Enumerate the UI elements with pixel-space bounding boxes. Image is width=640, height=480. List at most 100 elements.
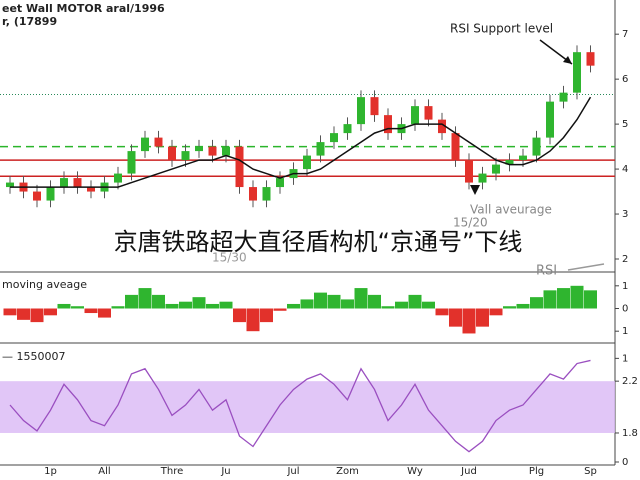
candle-body: [262, 187, 271, 201]
x-tick-label: All: [98, 466, 110, 477]
histogram-bar: [98, 308, 111, 318]
caption: 京唐铁路超大直径盾构机“京通号”下线: [114, 228, 523, 256]
chart-title: eet Wall MOTOR aral/1996: [2, 2, 165, 15]
histogram-bar: [327, 294, 341, 309]
histogram-bar: [368, 294, 381, 309]
histogram-bar: [530, 297, 543, 309]
candle-body: [586, 52, 595, 66]
candle-body: [235, 146, 244, 188]
rsi-band: [0, 381, 615, 433]
panel-title: — 1550007: [2, 350, 66, 363]
histogram-bar: [422, 301, 435, 309]
candle-body: [114, 173, 122, 183]
histogram-bar: [17, 308, 30, 320]
histogram-bar: [260, 308, 273, 323]
candle-body: [46, 187, 55, 201]
y-tick-label: 1: [622, 353, 628, 364]
candle-body: [370, 97, 379, 116]
x-tick-label: Jud: [460, 466, 477, 477]
y-tick-label: 7: [622, 29, 628, 40]
candle-body: [33, 191, 41, 201]
histogram-bar: [435, 308, 449, 316]
candle-body: [154, 137, 163, 147]
candle-body: [573, 52, 581, 93]
x-tick-label: Thre: [160, 466, 184, 477]
histogram-bar: [584, 290, 597, 309]
histogram-bar: [489, 308, 503, 316]
histogram-bar: [233, 308, 246, 323]
y-tick-label: 3: [622, 209, 628, 220]
x-tick-label: Jul: [286, 466, 299, 477]
histogram-bar: [354, 288, 368, 309]
annotation: Vall aveurage: [470, 203, 552, 217]
y-tick-label: 0: [622, 457, 628, 468]
annotation: 15/30: [212, 251, 247, 265]
y-tick-label: 6: [622, 74, 628, 85]
candle-body: [384, 115, 392, 134]
candle-body: [73, 178, 82, 188]
y-tick-label: 1.8: [622, 428, 638, 439]
candle-body: [168, 146, 176, 161]
histogram-bar: [503, 306, 516, 309]
candle-body: [519, 155, 527, 161]
x-tick-label: Sp: [584, 466, 597, 477]
histogram-bar: [179, 301, 192, 309]
y-tick-label: 2.2: [622, 376, 638, 387]
candle-body: [343, 124, 352, 134]
histogram-bar: [219, 301, 233, 309]
rsi-line: [9, 359, 591, 453]
histogram-bar: [449, 308, 462, 327]
histogram-bar: [287, 303, 300, 309]
marker: [470, 185, 480, 195]
histogram-bar: [341, 299, 354, 309]
x-tick-label: Wy: [407, 466, 423, 477]
histogram-bar: [125, 294, 138, 309]
histogram-bar: [570, 285, 584, 309]
candle-body: [478, 173, 487, 183]
candle-body: [181, 151, 190, 161]
histogram-bar: [246, 308, 260, 332]
y-tick-label: 1: [622, 281, 628, 292]
candle-body: [532, 137, 541, 156]
histogram-bar: [57, 303, 71, 309]
y-tick-label: 5: [622, 119, 628, 130]
histogram-bar: [111, 306, 125, 309]
y-tick-label: 0: [622, 304, 628, 315]
histogram-bar: [84, 308, 98, 314]
histogram-bar: [395, 301, 408, 309]
histogram-bar: [314, 292, 327, 309]
candle-body: [60, 178, 68, 188]
candle-body: [546, 101, 554, 138]
candle-body: [87, 187, 95, 192]
candle-body: [559, 92, 568, 102]
y-tick-label: 1: [622, 326, 628, 337]
histogram-bar: [152, 294, 165, 309]
candle-body: [424, 106, 433, 120]
candle-body: [438, 119, 446, 134]
chart-subtitle: r, (17899: [2, 15, 57, 28]
histogram-bar: [557, 288, 570, 309]
histogram-bar: [192, 297, 206, 309]
candle-body: [316, 142, 325, 156]
annotation: 15/20: [453, 216, 488, 230]
candle-body: [127, 151, 136, 174]
histogram-bar: [3, 308, 17, 316]
candle-body: [6, 182, 14, 188]
candle-body: [465, 160, 473, 183]
x-tick-label: 1p: [44, 466, 57, 477]
candle-body: [249, 187, 257, 201]
y-tick-label: 4: [622, 164, 628, 175]
histogram-bar: [462, 308, 476, 334]
histogram-bar: [300, 299, 314, 309]
candle-body: [411, 106, 419, 125]
annotation: RSI Support level: [450, 22, 553, 36]
histogram-bar: [543, 290, 557, 309]
histogram-bar: [206, 303, 219, 309]
candle-body: [303, 155, 311, 170]
histogram-bar: [476, 308, 489, 327]
annotation: RSI: [536, 264, 557, 279]
moving-average-line: [10, 96, 592, 188]
arrow-head: [563, 56, 572, 64]
x-tick-label: Zom: [336, 466, 359, 477]
